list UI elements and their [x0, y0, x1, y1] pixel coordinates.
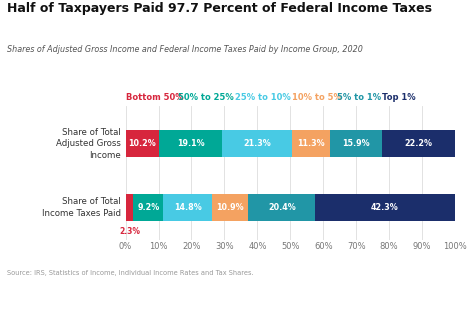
Text: 19.1%: 19.1% — [177, 139, 204, 148]
Text: 10% to 5%: 10% to 5% — [292, 93, 341, 102]
Bar — [126, 130, 159, 157]
Bar — [222, 130, 292, 157]
Text: @TaxFoundation: @TaxFoundation — [398, 316, 467, 325]
Text: 2.3%: 2.3% — [119, 227, 140, 236]
Text: 10.2%: 10.2% — [128, 139, 156, 148]
Text: 21.3%: 21.3% — [243, 139, 271, 148]
Text: Half of Taxpayers Paid 97.7 Percent of Federal Income Taxes: Half of Taxpayers Paid 97.7 Percent of F… — [7, 2, 432, 15]
Text: Source: IRS, Statistics of Income, Individual Income Rates and Tax Shares.: Source: IRS, Statistics of Income, Indiv… — [7, 270, 254, 276]
Bar — [133, 194, 164, 221]
Text: 10.9%: 10.9% — [217, 203, 244, 212]
Text: 9.2%: 9.2% — [137, 203, 159, 212]
Text: 22.2%: 22.2% — [404, 139, 432, 148]
Text: Share of Total
Income Taxes Paid: Share of Total Income Taxes Paid — [42, 197, 121, 218]
Text: 42.3%: 42.3% — [371, 203, 399, 212]
Bar — [159, 130, 222, 157]
Text: 11.3%: 11.3% — [297, 139, 325, 148]
Bar — [329, 130, 382, 157]
Text: Shares of Adjusted Gross Income and Federal Income Taxes Paid by Income Group, 2: Shares of Adjusted Gross Income and Fede… — [7, 45, 363, 54]
Text: TAX FOUNDATION: TAX FOUNDATION — [7, 316, 104, 326]
Text: 20.4%: 20.4% — [268, 203, 296, 212]
Bar — [212, 194, 248, 221]
Text: 14.8%: 14.8% — [174, 203, 202, 212]
Text: 15.9%: 15.9% — [342, 139, 370, 148]
Text: Top 1%: Top 1% — [382, 93, 415, 102]
Bar — [164, 194, 212, 221]
Text: Bottom 50%: Bottom 50% — [126, 93, 183, 102]
Bar — [292, 130, 329, 157]
Bar — [248, 194, 315, 221]
Bar — [126, 194, 133, 221]
Text: 5% to 1%: 5% to 1% — [337, 93, 381, 102]
Text: Share of Total
Adjusted Gross
Income: Share of Total Adjusted Gross Income — [56, 128, 121, 160]
Text: 50% to 25%: 50% to 25% — [178, 93, 234, 102]
Bar — [315, 194, 455, 221]
Bar — [382, 130, 455, 157]
Text: 25% to 10%: 25% to 10% — [235, 93, 291, 102]
